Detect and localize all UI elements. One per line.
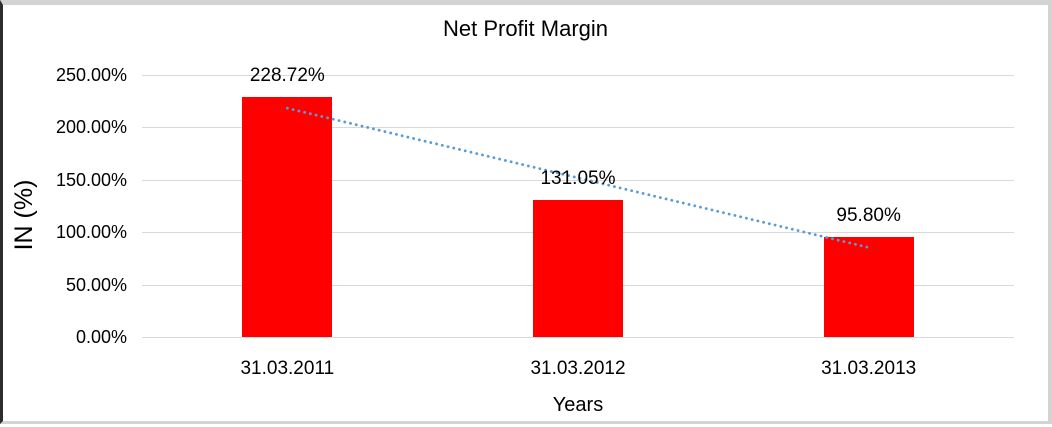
y-tick-label: 150.00% <box>55 169 127 190</box>
y-tick-label: 0.00% <box>75 327 127 347</box>
gridline <box>142 179 1014 181</box>
chart-title: Net Profit Margin <box>442 16 609 41</box>
bar <box>823 236 914 337</box>
gridline <box>142 75 1014 76</box>
trendline <box>285 106 871 249</box>
x-tick-label: 31.03.2011 <box>240 358 335 379</box>
gridline <box>142 337 1014 338</box>
y-tick-label: 100.00% <box>55 222 127 243</box>
x-tick-label: 31.03.2012 <box>530 358 626 379</box>
bar-data-label: 131.05% <box>540 167 616 189</box>
x-axis-ticks: 31.03.2011 31.03.2012 31.03.2013 <box>3 357 1048 381</box>
bar <box>533 199 623 337</box>
y-tick-label: 200.00% <box>55 117 127 138</box>
plot-area: 228.72% 131.05% 95.80% <box>142 65 1014 338</box>
bar-data-label: 95.80% <box>836 204 901 226</box>
gridline <box>142 127 1014 129</box>
x-axis-title: Years <box>552 394 604 416</box>
y-axis-ticks: 250.00% 200.00% 150.00% 100.00% 50.00% 0.00% <box>3 5 127 421</box>
trendline-svg <box>285 106 871 249</box>
chart-area: Net Profit Margin IN (%) 250.00% 200.00% 1… <box>3 5 1048 421</box>
y-tick-label: 50.00% <box>65 274 127 295</box>
bar-data-label: 228.72% <box>249 65 325 87</box>
x-tick-label: 31.03.2013 <box>821 358 917 379</box>
bar <box>242 97 333 337</box>
y-tick-label: 250.00% <box>55 65 127 85</box>
